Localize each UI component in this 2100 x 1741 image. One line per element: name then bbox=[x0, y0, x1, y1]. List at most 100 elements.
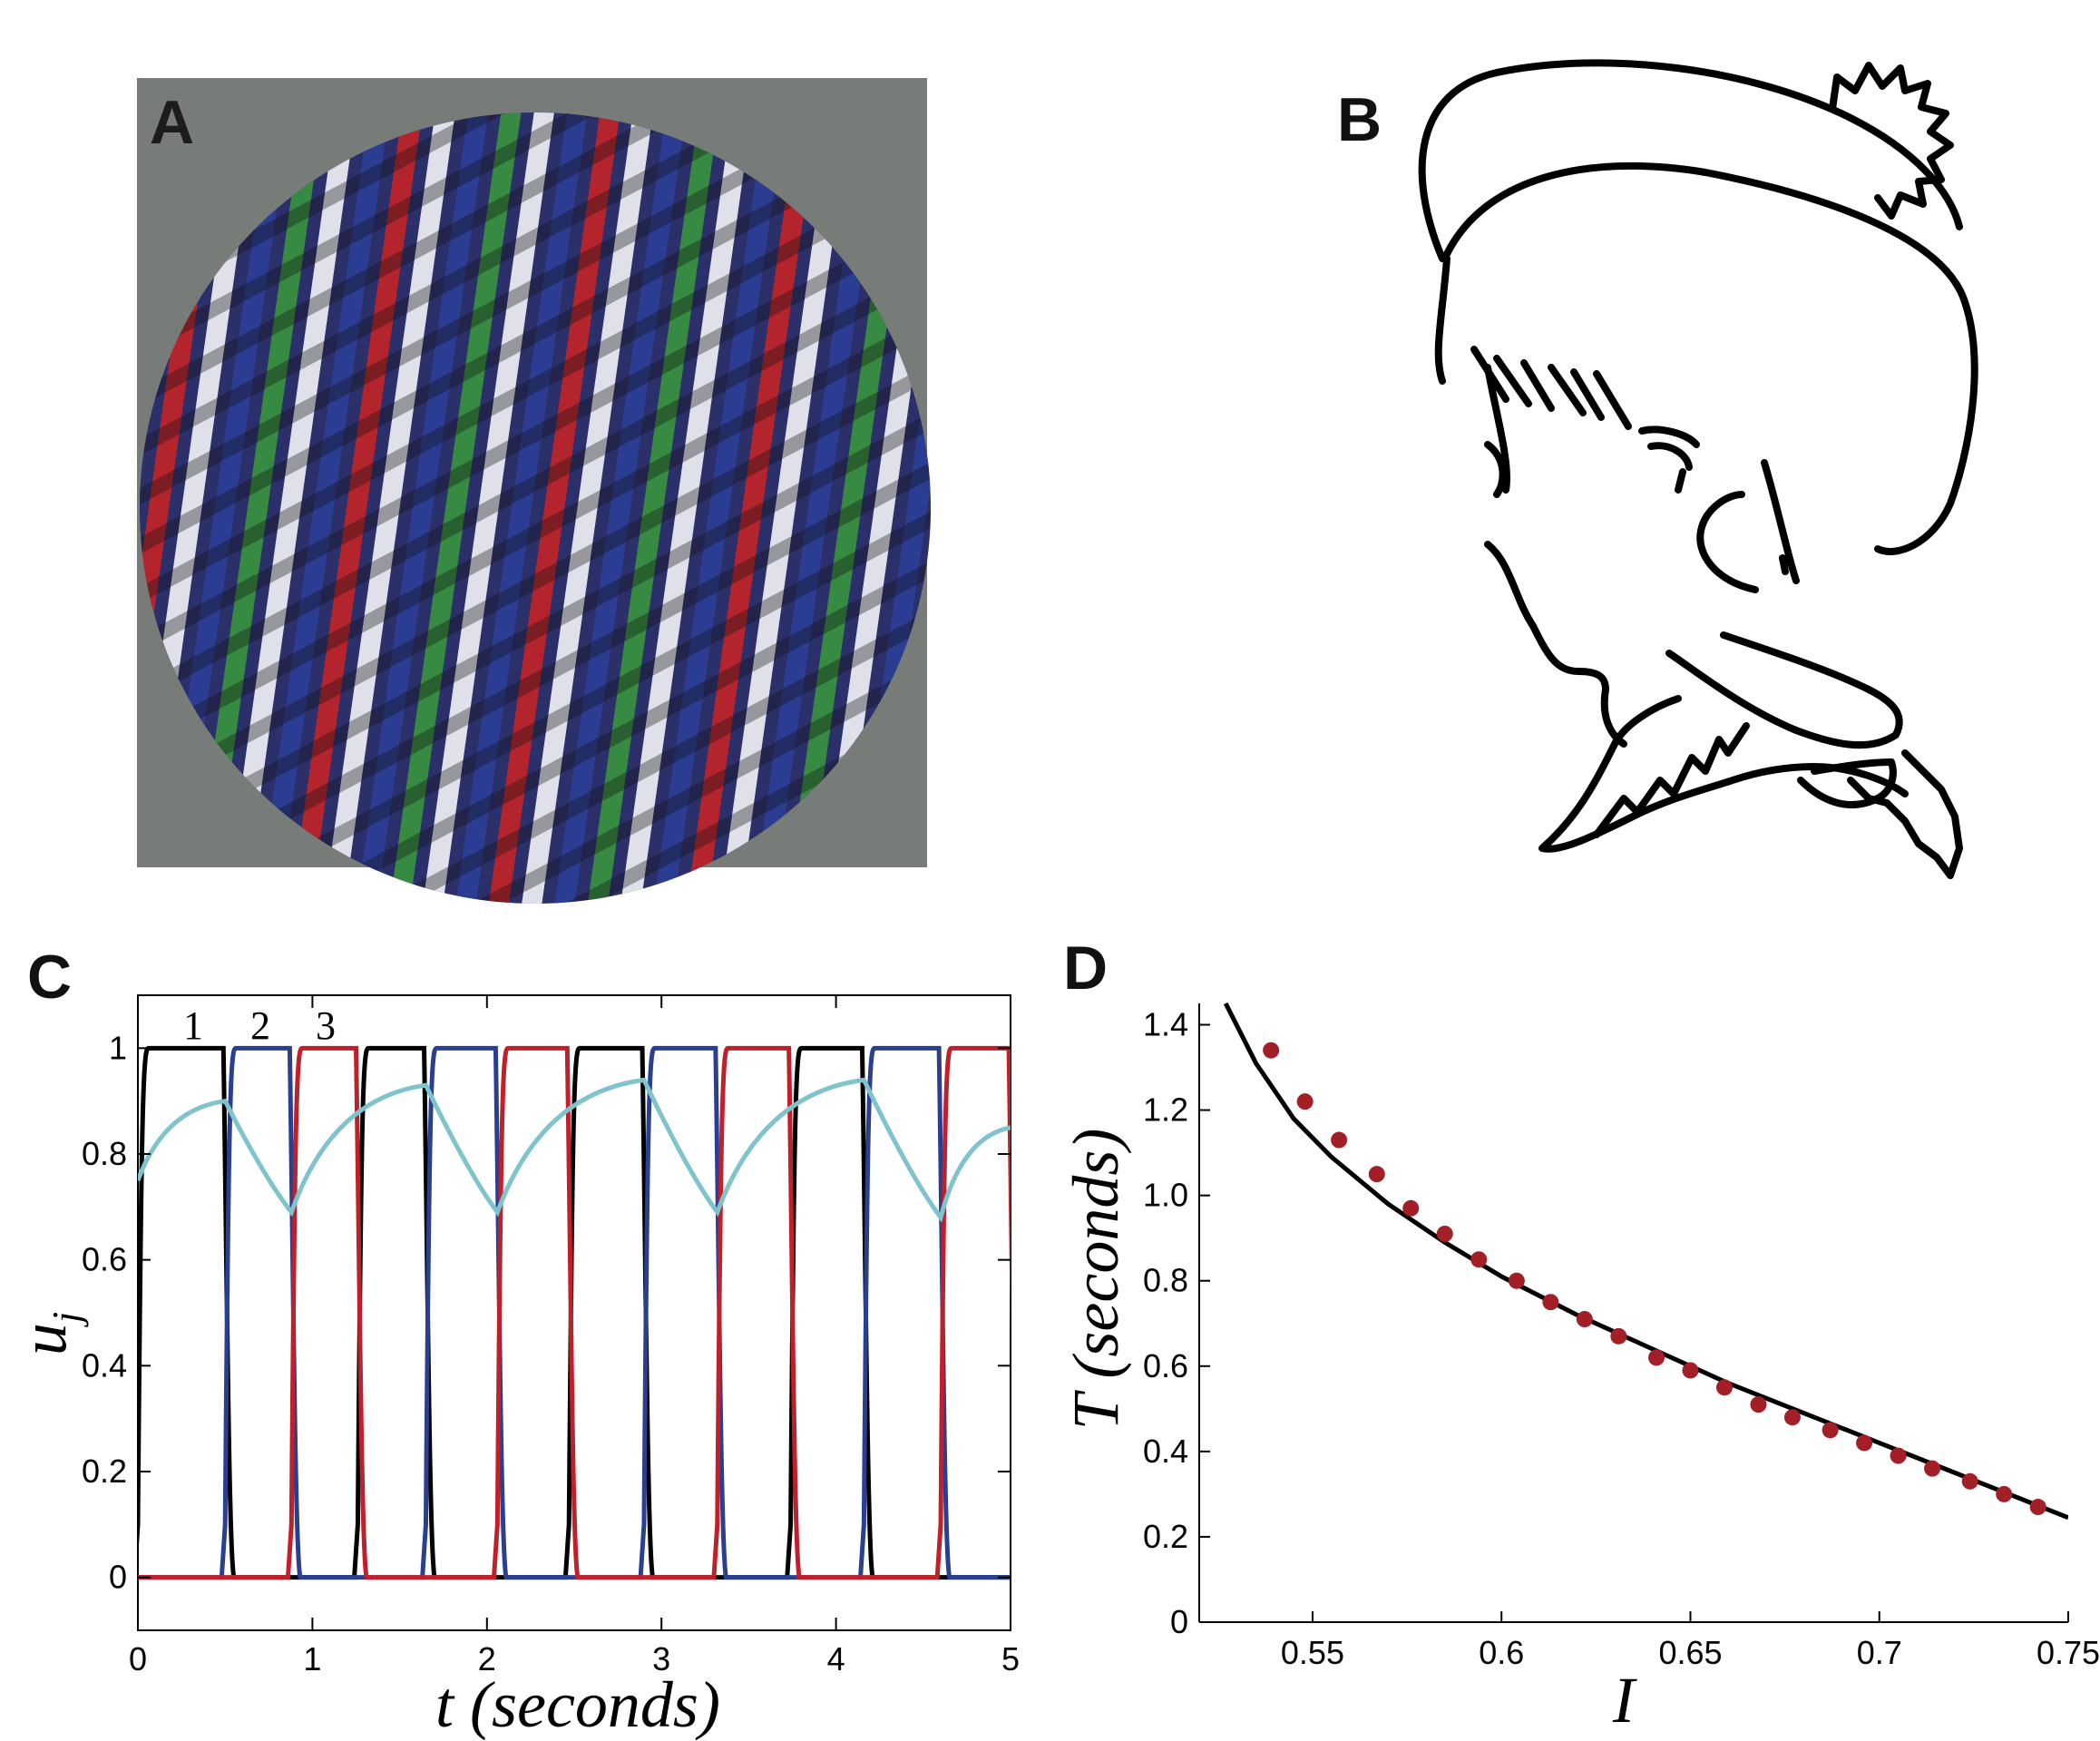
panel-letter-c: C bbox=[27, 943, 72, 1012]
plaid-stripe bbox=[445, 112, 598, 904]
plot-area-d bbox=[1223, 1002, 2068, 1521]
trace-red bbox=[138, 1045, 1011, 1580]
y-tick-label-c: 0.2 bbox=[82, 1452, 127, 1490]
plaid-stripe bbox=[932, 106, 1083, 1043]
plaid-stripe bbox=[478, 112, 630, 904]
data-point bbox=[1750, 1396, 1767, 1413]
plaid-stripe bbox=[187, 112, 339, 904]
plaid-band bbox=[140, 295, 931, 904]
data-point bbox=[1682, 1362, 1699, 1379]
y-tick-label-d: 0 bbox=[1170, 1603, 1188, 1640]
plaid-stripe bbox=[737, 112, 889, 904]
x-tick-label-d: 0.7 bbox=[1857, 1634, 1902, 1671]
hair-side-outline bbox=[1434, 255, 1450, 385]
ear-nose-outline bbox=[1696, 491, 1759, 593]
data-point bbox=[1263, 1042, 1280, 1059]
plaid-stripe bbox=[381, 112, 533, 904]
y-tick-label-c: 0.8 bbox=[82, 1135, 127, 1172]
y-axis-var-c: u bbox=[7, 1323, 80, 1355]
plaid-stripe bbox=[317, 112, 468, 904]
data-point bbox=[1890, 1447, 1907, 1464]
hat-crown-outline bbox=[1443, 161, 1978, 555]
panel-letter-a: A bbox=[150, 88, 194, 157]
ambiguous-figure-drawing bbox=[1418, 59, 1978, 879]
plaid-stripe bbox=[251, 112, 404, 904]
y-tick-label-d: 0.6 bbox=[1143, 1347, 1188, 1384]
plaid-stripe bbox=[284, 112, 436, 904]
hat-brim-outline bbox=[1418, 59, 1963, 262]
plaid-band bbox=[140, 218, 931, 828]
plaid-band bbox=[152, 525, 931, 904]
data-point bbox=[1542, 1294, 1559, 1311]
data-point bbox=[1470, 1251, 1488, 1268]
panel-c: C 0 1 2 3 4 500.20.40.60.81 1 2 3 t (seconds) … bbox=[7, 943, 1020, 1741]
x-tick-label-d: 0.6 bbox=[1479, 1634, 1524, 1671]
data-point bbox=[1924, 1460, 1941, 1477]
plaid-stripe bbox=[672, 112, 824, 904]
x-axis-unit-c: (seconds) bbox=[470, 1668, 720, 1741]
data-point bbox=[1368, 1166, 1385, 1183]
data-point bbox=[1402, 1199, 1420, 1217]
x-tick-label-c: 3 bbox=[652, 1640, 670, 1677]
trace-adaptation bbox=[138, 1077, 1011, 1223]
x-tick-label-c: 4 bbox=[827, 1640, 845, 1677]
data-point bbox=[1783, 1409, 1801, 1426]
x-tick-label-c: 5 bbox=[1001, 1640, 1020, 1677]
data-point bbox=[2029, 1499, 2046, 1516]
data-point bbox=[1610, 1327, 1627, 1345]
panel-a: A bbox=[137, 78, 1083, 1043]
model-curve bbox=[1223, 1002, 2068, 1521]
x-axis-title-d: I bbox=[1612, 1664, 1637, 1736]
traces-c bbox=[138, 1045, 1011, 1580]
x-axis-var-c: t bbox=[435, 1668, 455, 1741]
x-tick-label-c: 1 bbox=[303, 1640, 321, 1677]
y-tick-label-d: 0.8 bbox=[1143, 1262, 1188, 1299]
data-point bbox=[1436, 1225, 1453, 1242]
fur-collar-outline bbox=[1593, 722, 1963, 879]
plaid-band bbox=[140, 449, 931, 904]
plaid-band bbox=[140, 257, 931, 866]
y-tick-label-c: 0.6 bbox=[82, 1241, 127, 1278]
pompom-outline bbox=[1829, 62, 1954, 220]
ticks-c: 0 1 2 3 4 5 0 0.2 0.4 0.6 0.8 1 bbox=[82, 995, 1020, 1677]
panel-d: D 0.55 0.6 0.65 0.7 0.75 0 0.2 0.4 0.6 0.8 1.0 1.2 1… bbox=[1060, 934, 2100, 1736]
x-axis-title-c: t (seconds) bbox=[435, 1668, 720, 1741]
data-point bbox=[1856, 1434, 1873, 1452]
trace-label-3: 3 bbox=[316, 1003, 336, 1048]
plaid-band bbox=[140, 410, 931, 904]
y-tick-label-c: 1 bbox=[109, 1029, 127, 1066]
plaid-stripe bbox=[542, 112, 695, 904]
y-tick-label-d: 1.4 bbox=[1143, 1006, 1188, 1043]
y-tick-label-d: 1.0 bbox=[1143, 1177, 1188, 1214]
plaid-stripe bbox=[640, 112, 792, 904]
plaid-stripe bbox=[155, 112, 307, 904]
trace-label-1: 1 bbox=[183, 1003, 203, 1048]
y-axis-sub-c: j bbox=[44, 1312, 89, 1327]
y-tick-label-d: 0.2 bbox=[1143, 1518, 1188, 1555]
face-profile-outline bbox=[1484, 364, 1627, 748]
data-point bbox=[1822, 1422, 1839, 1439]
neck-outline bbox=[1665, 631, 1903, 749]
plaid-band bbox=[140, 112, 931, 521]
plaid-stripe bbox=[414, 112, 565, 904]
data-point bbox=[1961, 1472, 1978, 1490]
y-tick-label-c: 0 bbox=[109, 1559, 127, 1596]
plaid-stripe bbox=[140, 112, 145, 904]
y-axis-title-c: uj bbox=[7, 1312, 89, 1355]
plaid-band bbox=[140, 112, 931, 674]
collar-outline bbox=[1538, 695, 1909, 853]
panel-letter-b: B bbox=[1337, 85, 1382, 154]
plaid-band bbox=[140, 112, 931, 713]
y-tick-label-c: 0.4 bbox=[82, 1346, 127, 1384]
plaid-stripe bbox=[220, 112, 371, 904]
ticks-d: 0.55 0.6 0.65 0.7 0.75 0 0.2 0.4 0.6 0.8 1.0 1.2 1.4 bbox=[1143, 1006, 2100, 1671]
plaid-band bbox=[140, 112, 931, 636]
trace-label-2: 2 bbox=[250, 1003, 270, 1048]
collar-inner-outline bbox=[1797, 758, 1897, 808]
plaid-band bbox=[140, 112, 931, 559]
x-tick-label-c: 0 bbox=[129, 1640, 147, 1677]
plaid-stripe bbox=[608, 112, 759, 904]
x-tick-label-c: 2 bbox=[478, 1640, 496, 1677]
plaid-stripe bbox=[511, 112, 662, 904]
panel-b: B bbox=[1337, 59, 1978, 879]
